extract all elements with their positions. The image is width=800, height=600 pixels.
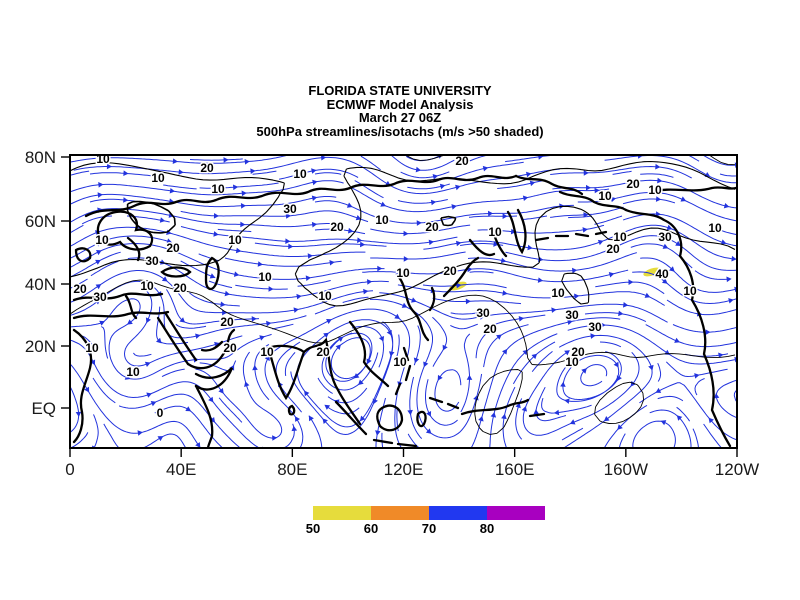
y-tick-label: EQ [31, 399, 56, 418]
field-line: 500hPa streamlines/isotachs (m/s >50 sha… [256, 123, 544, 139]
isotach-label: 20 [200, 161, 214, 175]
isotach-colorbar: 50 60 70 80 [306, 506, 545, 540]
y-tick-label: 60N [25, 212, 56, 231]
colorbar-tick-label: 70 [421, 521, 437, 536]
isotach-label: 10 [258, 270, 272, 284]
x-tick-label: 80E [277, 460, 307, 479]
isotach-label: 20 [73, 282, 87, 296]
isotach-label: 20 [220, 315, 234, 329]
isotach-label: 20 [166, 241, 180, 255]
y-tick-label: 20N [25, 337, 56, 356]
isotach-label: 20 [626, 177, 640, 191]
colorbar-strip [313, 506, 545, 520]
isotach-label: 20 [455, 154, 469, 168]
colorbar-segment [371, 506, 429, 520]
coastlines-layer [72, 174, 737, 448]
axes-layer: 80N 60N 40N 20N EQ 0 40E 80E 120E 160E 160W 120W [25, 148, 759, 479]
isotach-label: 30 [565, 308, 579, 322]
isotach-label: 10 [211, 182, 225, 196]
isotach-label: 10 [393, 355, 407, 369]
isotach-label: 10 [260, 345, 274, 359]
isotach-label: 20 [316, 345, 330, 359]
isotach-label: 10 [396, 266, 410, 280]
isotach-label: 10 [683, 284, 697, 298]
isotach-label: 10 [375, 213, 389, 227]
isotach-label: 10 [126, 365, 140, 379]
isotach-label: 10 [151, 171, 165, 185]
x-tick-label: 120E [384, 460, 424, 479]
isotach-label: 10 [598, 189, 612, 203]
shaded-spot [643, 267, 661, 277]
org-name: FLORIDA STATE UNIVERSITY [308, 83, 492, 98]
y-tick-label: 80N [25, 148, 56, 167]
x-tick-label: 40E [166, 460, 196, 479]
colorbar-segment [487, 506, 545, 520]
isotach-label: 20 [330, 220, 344, 234]
isotach-label: 30 [476, 306, 490, 320]
isotach-label: 20 [571, 345, 585, 359]
isotach-label: 10 [95, 233, 109, 247]
isotach-label: 10 [318, 289, 332, 303]
isotach-label: 10 [293, 167, 307, 181]
isotach-label: 0 [157, 406, 164, 420]
isotach-label: 10 [648, 183, 662, 197]
model-line: ECMWF Model Analysis [326, 96, 474, 112]
x-tick-label: 0 [65, 460, 74, 479]
colorbar-segment [313, 506, 371, 520]
x-tick-label: 120W [715, 460, 759, 479]
isotach-label: 10 [228, 233, 242, 247]
isotach-label: 20 [173, 281, 187, 295]
isotach-label: 20 [606, 242, 620, 256]
isotach-label: 30 [588, 320, 602, 334]
isotach-label: 10 [85, 341, 99, 355]
isotach-label: 20 [223, 341, 237, 355]
isotach-label: 10 [565, 355, 579, 369]
colorbar-segment [429, 506, 487, 520]
isotach-label: 20 [443, 264, 457, 278]
isotach-label: 10 [488, 225, 502, 239]
isotach-label: 10 [613, 230, 627, 244]
isotach-label: 40 [655, 267, 669, 281]
isotach-label: 20 [425, 220, 439, 234]
y-tick-label: 40N [25, 275, 56, 294]
chart-title-block: FLORIDA STATE UNIVERSITY ECMWF Model Ana… [0, 84, 800, 138]
valid-time-line: March 27 06Z [358, 110, 442, 125]
streamlines-layer [70, 155, 737, 448]
x-tick-label: 160E [495, 460, 535, 479]
colorbar-tick-label: 50 [305, 521, 321, 536]
isotach-contours-layer [70, 155, 736, 435]
isotach-label: 10 [708, 221, 722, 235]
isotach-label: 30 [145, 254, 159, 268]
colorbar-tick-label: 80 [479, 521, 495, 536]
isotach-label: 10 [551, 286, 565, 300]
isotach-label: 30 [93, 290, 107, 304]
colorbar-tick-label: 60 [363, 521, 379, 536]
isotach-label: 20 [483, 322, 497, 336]
x-tick-label: 160W [604, 460, 648, 479]
isotach-label: 30 [658, 230, 672, 244]
isotach-label: 30 [283, 202, 297, 216]
isotach-label: 10 [140, 279, 154, 293]
